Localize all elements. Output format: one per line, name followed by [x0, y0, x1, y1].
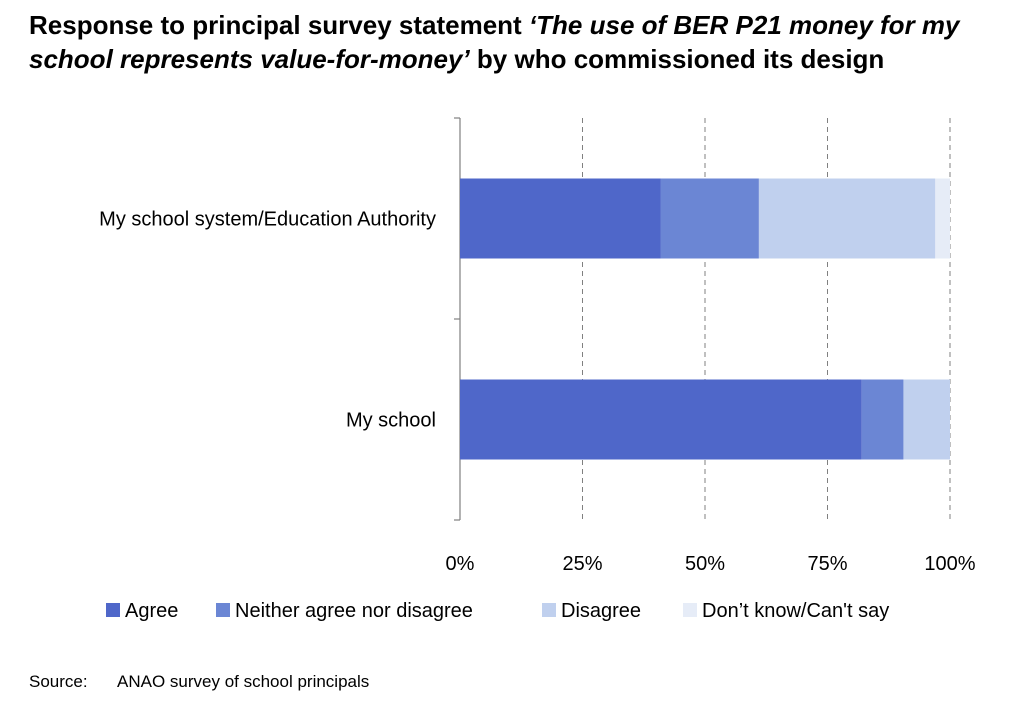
category-label: My school system/Education Authority — [99, 209, 436, 231]
bar-segment — [861, 379, 904, 460]
x-tick-label: 0% — [446, 553, 475, 575]
bar-segment — [660, 178, 759, 259]
title-part-3: by who commissioned its design — [469, 44, 885, 74]
legend-swatch — [106, 603, 120, 617]
x-tick-label: 100% — [924, 553, 975, 575]
legend-swatch — [683, 603, 697, 617]
title-part-1: Response to principal survey statement — [29, 10, 529, 40]
bar-segment — [903, 379, 950, 460]
bar-segment — [460, 379, 862, 460]
bar-segment — [935, 178, 950, 259]
x-tick-label: 50% — [685, 553, 725, 575]
category-label: My school — [346, 410, 436, 432]
legend-label: Don’t know/Can't say — [702, 600, 889, 622]
legend-label: Neither agree nor disagree — [235, 600, 473, 622]
x-tick-label: 25% — [562, 553, 602, 575]
source-text: ANAO survey of school principals — [117, 672, 370, 691]
legend-label: Agree — [125, 600, 178, 622]
title-quoted-statement: ‘The use of BER P21 money for my school … — [29, 10, 960, 74]
legend-swatch — [216, 603, 230, 617]
bar-segment — [460, 178, 661, 259]
chart-title: Response to principal survey statement ‘… — [29, 8, 1009, 76]
legend-swatch — [542, 603, 556, 617]
legend-label: Disagree — [561, 600, 641, 622]
x-tick-label: 75% — [807, 553, 847, 575]
bar-segment — [758, 178, 936, 259]
source-note: Source: ANAO survey of school principals — [29, 672, 369, 692]
source-label: Source: — [29, 672, 88, 691]
